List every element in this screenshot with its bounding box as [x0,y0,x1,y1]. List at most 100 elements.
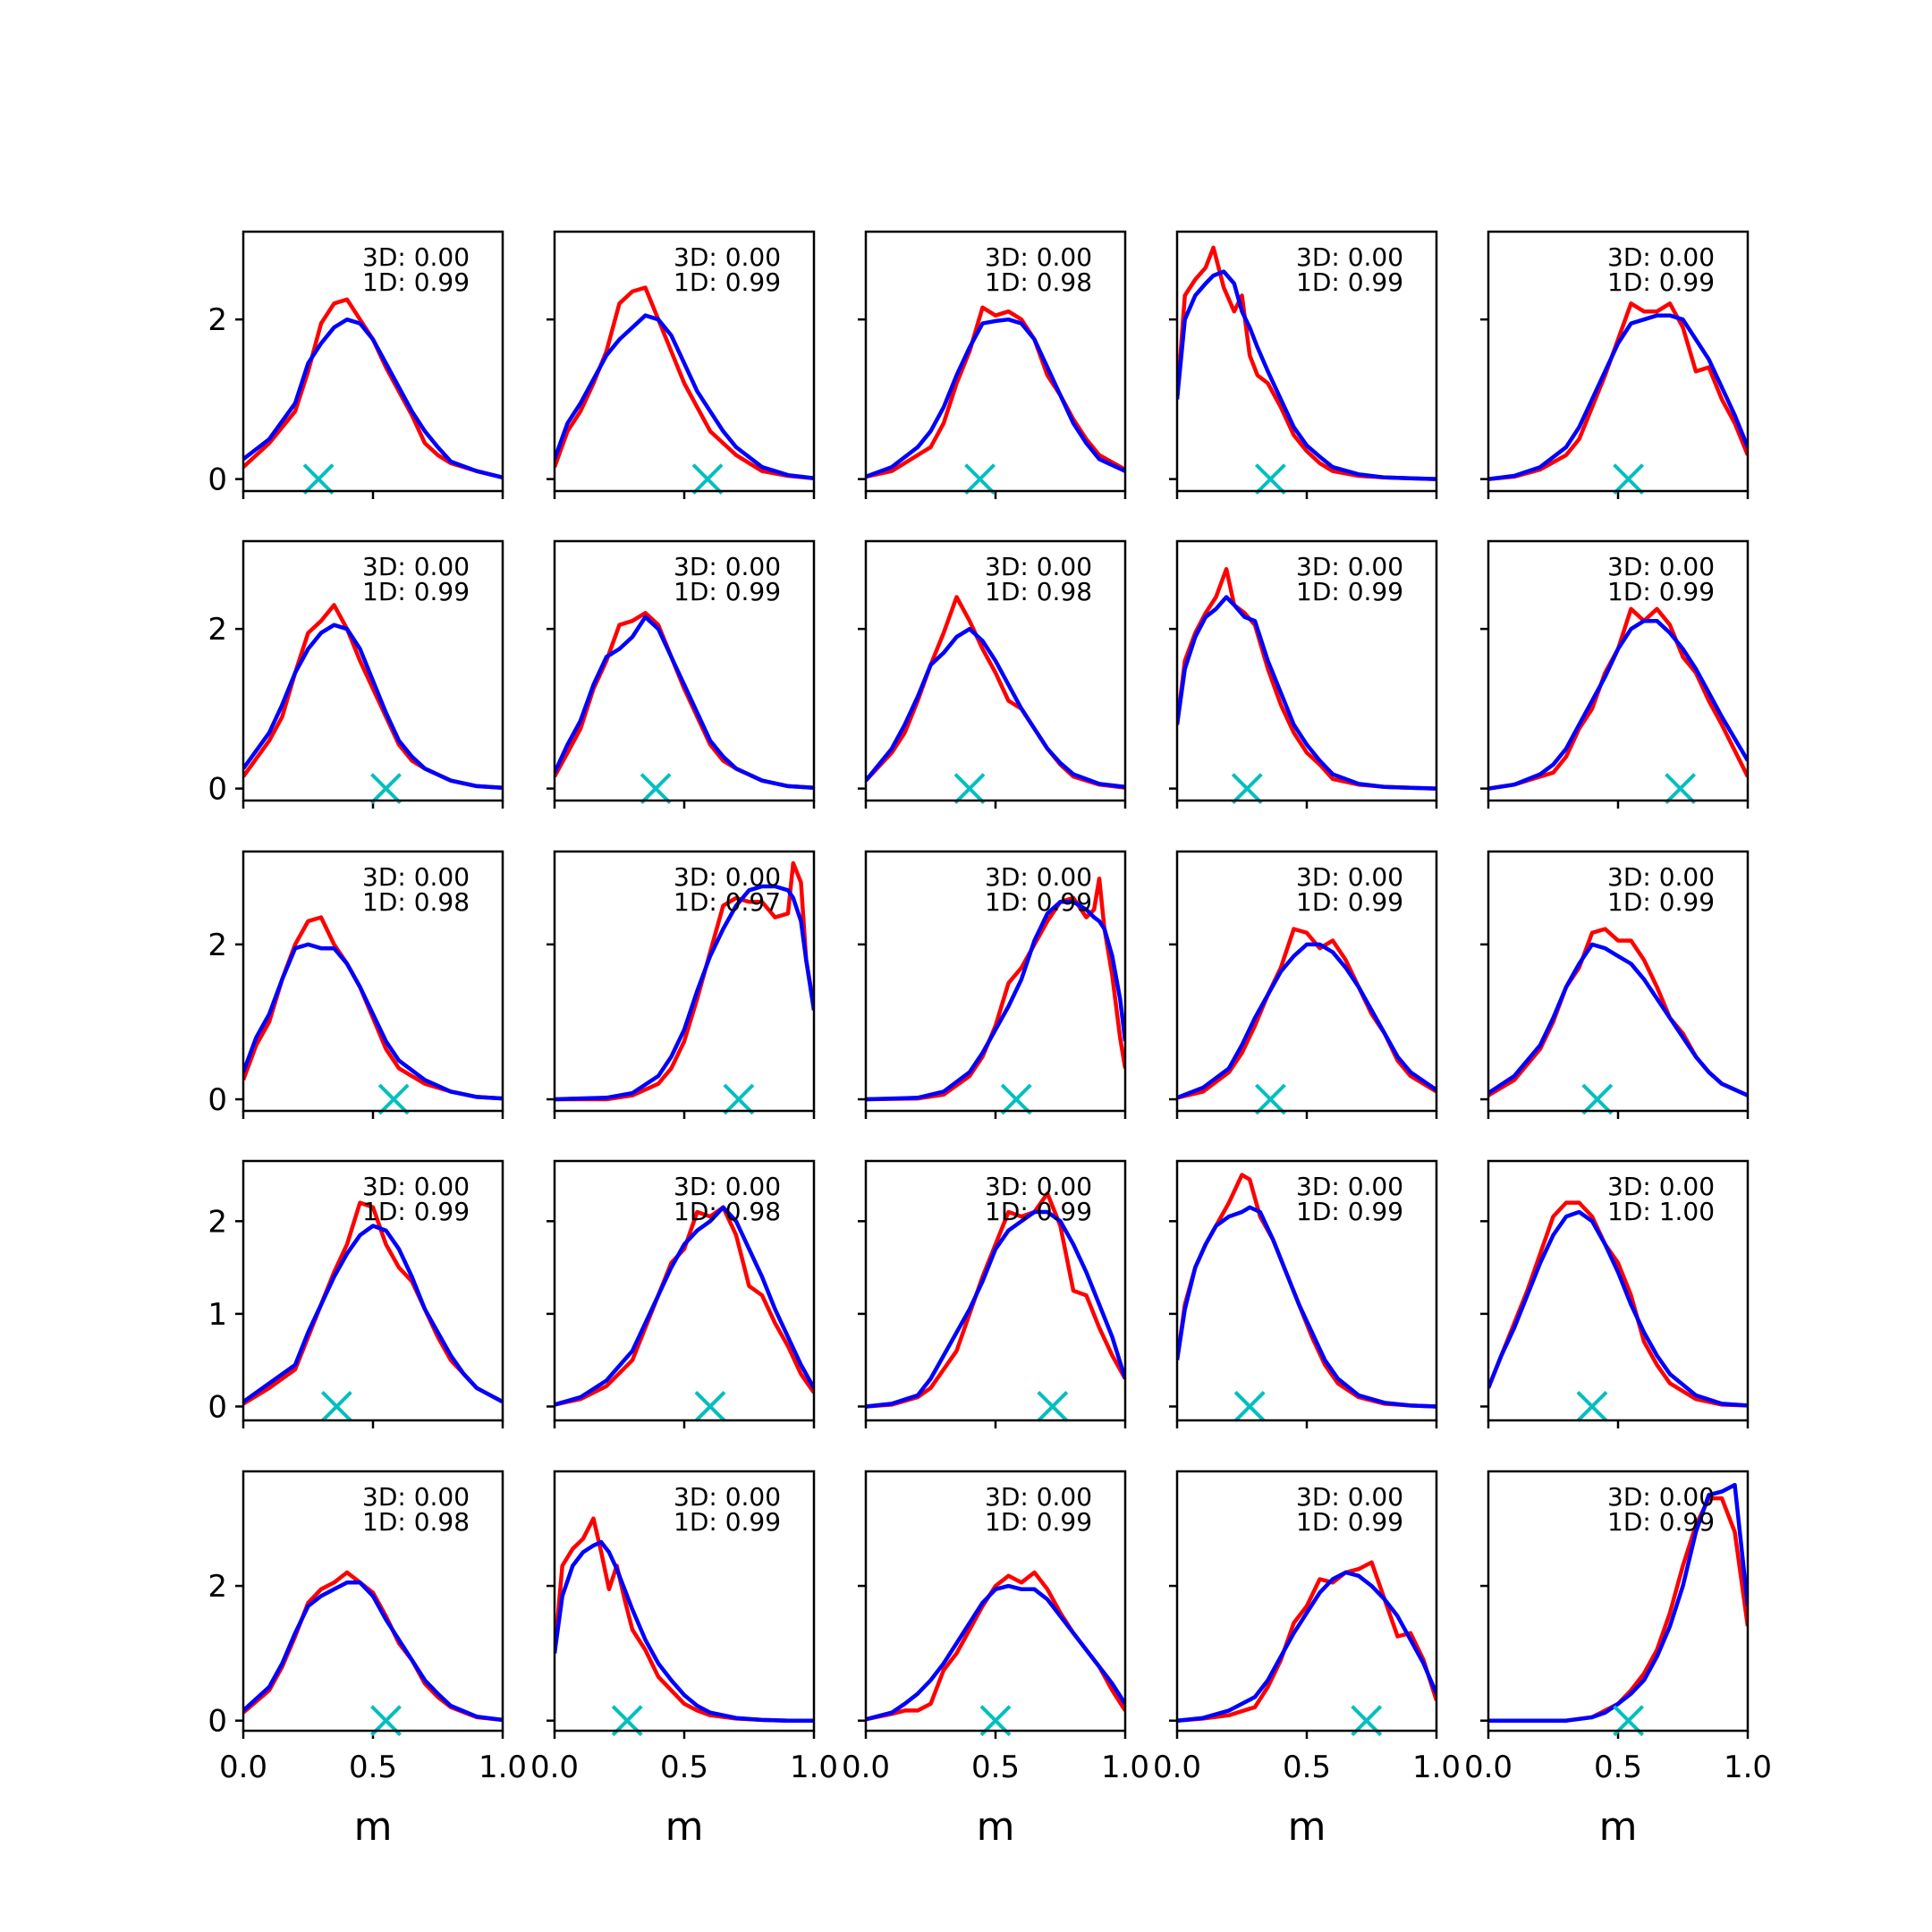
red-series-line [555,860,814,1102]
x-tick-label: 0.5 [971,1750,1020,1785]
red-series-line [866,305,1125,479]
red-series-line [555,285,814,480]
y-tick-label: 2 [208,302,227,338]
series-group [243,915,503,1101]
panel-annotation: 3D: 0.00 [1296,552,1403,581]
panel-frame [1487,1159,1750,1422]
red-series-line [1177,1560,1436,1723]
panel-frame [553,850,816,1113]
x-tick-label: 0.0 [530,1750,579,1785]
panel-annotation: 1D: 0.99 [1607,887,1715,917]
panel-annotation: 1D: 0.99 [1296,887,1403,917]
blue-series-line [1177,1570,1436,1723]
blue-series-line [243,1580,503,1723]
panel-annotation: 1D: 0.99 [985,1197,1092,1226]
series-group [1177,1173,1436,1409]
x-marker [370,773,402,805]
series-group [866,305,1125,479]
panel-frame [1487,850,1750,1113]
panel-annotation: 1D: 0.99 [1296,1197,1403,1226]
panel-annotation: 1D: 0.98 [985,577,1092,606]
y-tick-label: 0 [208,462,227,498]
panel-annotation: 3D: 0.00 [674,1172,781,1201]
series-group [1488,927,1748,1097]
red-series-line [866,1191,1125,1409]
panel-annotation: 3D: 0.00 [674,242,781,272]
panel-annotation: 1D: 0.99 [362,267,470,297]
blue-series-line [1488,942,1748,1097]
panel-annotation: 3D: 0.00 [1607,1482,1715,1512]
x-marker [1665,773,1697,805]
x-marker-stroke [302,463,335,496]
panel-annotation: 3D: 0.00 [985,552,1092,581]
panel-frame [553,230,816,493]
x-tick-label: 0.5 [1283,1750,1331,1785]
y-tick-label: 0 [208,1704,227,1740]
x-axis-label: m [1288,1804,1326,1850]
panel-frame [553,1470,816,1733]
x-marker-stroke [1254,1083,1286,1115]
blue-series-line [555,1539,814,1723]
x-marker [377,1083,410,1115]
x-marker [691,463,724,496]
y-tick-label: 2 [208,1569,227,1605]
series-group [555,285,814,480]
blue-series-line [555,1205,814,1407]
x-marker-stroke [953,773,986,805]
panel-annotation: 1D: 0.99 [1607,267,1715,297]
panel-frame [1175,850,1438,1113]
red-series-line [555,1205,814,1407]
panel-frame [242,1470,504,1733]
series-group [243,1570,503,1723]
panel-annotation: 3D: 0.00 [362,242,470,272]
panel-annotation: 3D: 0.00 [674,1482,781,1512]
x-marker-stroke [694,1391,726,1422]
panel-annotation: 3D: 0.00 [362,1172,470,1201]
blue-series-line [1488,313,1748,481]
x-marker-stroke [1254,463,1286,496]
panel-annotation: 3D: 0.00 [985,1172,1092,1201]
panel-annotation: 3D: 0.00 [1296,862,1403,892]
x-marker [1037,1391,1069,1422]
y-tick-label: 0 [208,772,227,808]
x-tick-label: 1.0 [1724,1750,1772,1785]
x-marker-stroke [640,773,672,805]
panel-frame [864,1470,1127,1733]
x-marker-stroke [1576,1391,1608,1422]
blue-series-line [866,900,1125,1102]
blue-series-line [243,942,503,1101]
series-group [1177,566,1436,791]
series-group [555,860,814,1102]
blue-series-line [243,317,503,479]
series-group [243,603,503,790]
series-group [1488,1200,1748,1408]
x-tick-label: 0.5 [1594,1750,1642,1785]
x-axis-label: m [977,1804,1015,1850]
blue-series-line [1488,1209,1748,1408]
x-marker [1576,1391,1608,1422]
panel-frame [1487,539,1750,802]
panel-annotation: 1D: 0.99 [1296,267,1403,297]
x-marker-stroke [964,463,996,496]
blue-series-line [243,623,503,790]
panel-annotation: 1D: 0.99 [674,267,781,297]
x-tick-label: 1.0 [1101,1750,1149,1785]
x-marker-stroke [691,463,724,496]
red-series-line [1488,606,1748,791]
panel-frame [864,1159,1127,1422]
x-tick-label: 0.5 [349,1750,397,1785]
x-marker-stroke [377,1083,410,1115]
panel-annotation: 1D: 0.99 [362,1197,470,1226]
series-group [243,1200,503,1406]
